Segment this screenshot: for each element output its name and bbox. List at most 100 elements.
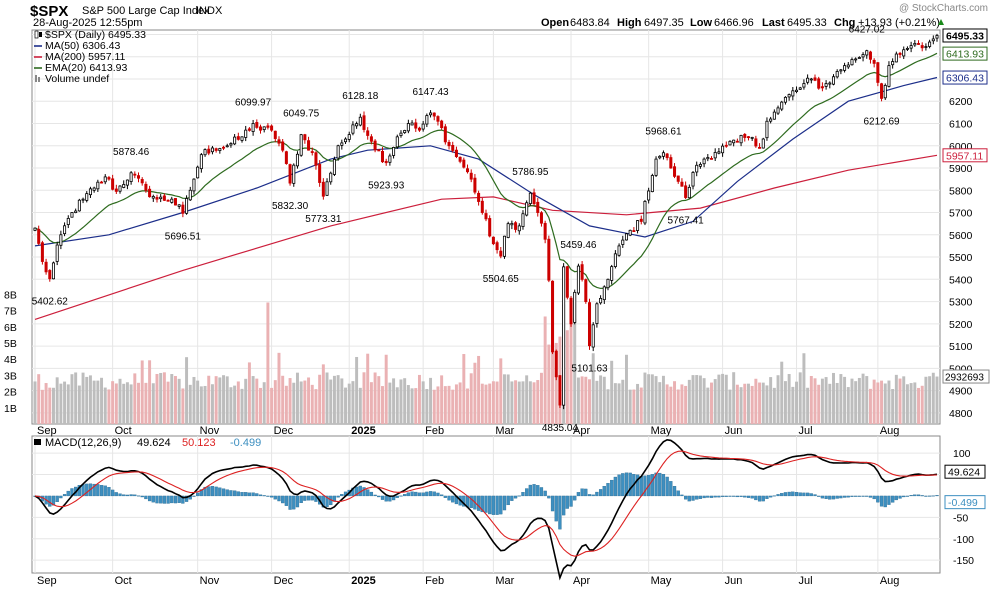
candle-body: [591, 324, 595, 348]
candle-body: [310, 151, 314, 153]
histogram-bar: [125, 494, 130, 497]
x-tick-label: Oct: [115, 575, 132, 587]
candle: [709, 156, 714, 160]
candle: [440, 119, 444, 130]
candle: [746, 136, 750, 141]
volume-bar: [299, 381, 303, 424]
macd-tick-label: 100: [953, 448, 971, 460]
candle: [931, 35, 935, 45]
candle: [399, 130, 403, 138]
up-arrow-icon: [938, 19, 944, 25]
histogram-bar: [598, 489, 603, 497]
legend-ma200: MA(200) 5957.11: [45, 51, 126, 63]
macd-legend-label: MACD(12,26,9): [45, 437, 121, 449]
histogram-bar: [746, 495, 751, 498]
candle: [199, 153, 203, 173]
volume-bar: [340, 378, 344, 424]
macd-tags: 49.624 -0.499: [944, 464, 986, 510]
candle-body: [114, 188, 118, 192]
candle: [580, 261, 584, 282]
candle-body: [521, 213, 525, 227]
candle: [358, 113, 362, 127]
macd-tag-label: -0.499: [948, 497, 978, 509]
candle: [384, 158, 388, 166]
candle-body: [624, 233, 628, 241]
candle-body: [913, 43, 917, 46]
candle: [125, 179, 129, 190]
ma200-line: [34, 154, 938, 320]
histogram-bar: [525, 488, 529, 497]
candle-body: [673, 166, 677, 177]
volume-bar: [362, 372, 366, 424]
candle: [721, 143, 725, 157]
volume-tick-label: 7B: [4, 306, 17, 318]
histogram-bar: [196, 492, 200, 497]
volume-bar: [717, 374, 721, 424]
candle: [421, 120, 425, 132]
histogram-bar: [643, 475, 647, 497]
histogram-bar: [417, 492, 422, 497]
candle-body: [92, 187, 96, 191]
histogram-bar: [905, 495, 910, 497]
histogram-bar: [366, 489, 370, 497]
candle: [284, 150, 288, 165]
histogram-bar: [491, 495, 496, 515]
candle: [136, 172, 141, 183]
candle: [824, 80, 828, 90]
volume-bar: [473, 362, 477, 424]
candle: [554, 349, 558, 381]
histogram-bar: [931, 495, 935, 497]
high-label: High: [617, 17, 642, 29]
histogram-bar: [654, 472, 658, 497]
candle-body: [81, 198, 85, 201]
volume-bar: [125, 382, 129, 424]
histogram-bar: [443, 495, 447, 498]
volume-bar: [63, 381, 67, 424]
candle-body: [218, 148, 222, 151]
candle-body: [909, 45, 913, 49]
histogram-bar: [554, 495, 558, 522]
volume-bar: [658, 382, 662, 424]
candle-body: [613, 253, 617, 267]
candle-body: [632, 230, 636, 232]
candle-body: [207, 148, 211, 154]
candle-body: [270, 125, 274, 131]
price-callout: 6128.18: [342, 91, 379, 102]
histogram-bar: [440, 494, 444, 497]
volume-bar: [624, 354, 628, 424]
volume-bar: [846, 387, 850, 424]
candle-body: [506, 223, 510, 238]
volume-bar: [303, 380, 307, 424]
volume-tick-label: 5B: [4, 338, 17, 350]
histogram-bar: [62, 494, 67, 497]
x-tick-label: Sep: [37, 425, 57, 437]
histogram-bar: [876, 495, 880, 503]
price-callout: 5459.46: [560, 240, 597, 251]
candle: [314, 151, 318, 170]
x-tick-label: May: [651, 425, 672, 437]
histogram-bar: [192, 495, 196, 497]
volume-bar: [687, 379, 691, 424]
candle-body: [462, 159, 466, 168]
candle: [735, 138, 739, 143]
candle: [887, 61, 891, 88]
low-value: 6466.96: [714, 17, 754, 29]
candle-body: [155, 197, 159, 200]
histogram-bar: [813, 494, 817, 497]
volume-bar: [643, 372, 647, 424]
volume-bar: [813, 378, 817, 424]
histogram-bar: [724, 495, 728, 497]
histogram-bar: [854, 495, 858, 497]
candle-body: [721, 145, 725, 154]
candle-body: [684, 185, 688, 198]
volume-bar: [724, 374, 728, 424]
x-tick-label: Dec: [274, 425, 294, 437]
candle: [288, 163, 292, 186]
candle-body: [55, 244, 59, 262]
candle: [843, 62, 847, 73]
candle: [758, 143, 762, 149]
candle: [218, 147, 222, 154]
candle-body: [746, 136, 750, 139]
volume-tick-label: 4B: [4, 354, 17, 366]
